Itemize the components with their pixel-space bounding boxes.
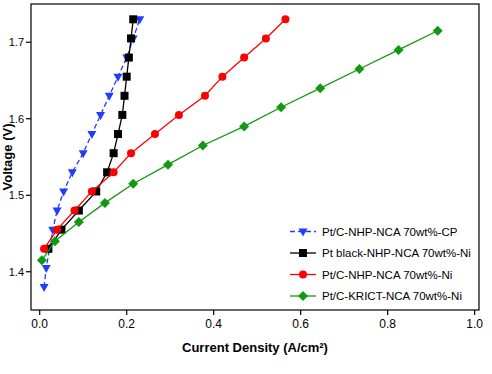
data-point <box>281 15 289 23</box>
data-point <box>110 168 118 176</box>
x-tick <box>126 310 127 315</box>
data-point <box>105 93 114 101</box>
data-point <box>151 130 159 138</box>
x-tick-label: 0.6 <box>292 317 309 331</box>
data-point <box>96 112 105 120</box>
x-tick-label: 0.2 <box>118 317 135 331</box>
legend-label: Pt black-NHP-NCA 70wt%-Ni <box>322 247 471 259</box>
data-point <box>59 188 68 196</box>
data-point <box>74 217 84 227</box>
x-tick-label: 0.8 <box>379 317 396 331</box>
data-point <box>175 111 183 119</box>
x-tick <box>39 310 40 315</box>
data-point <box>123 73 131 81</box>
x-tick-label: 0.4 <box>205 317 222 331</box>
data-point <box>118 111 126 119</box>
y-tick <box>26 42 31 43</box>
legend-label: Pt/C-NHP-NCA 70wt%-CP <box>322 226 458 238</box>
plot-frame <box>31 4 479 310</box>
x-axis-label: Current Density (A/cm²) <box>182 340 328 355</box>
data-point <box>433 26 443 36</box>
data-point <box>163 160 173 170</box>
data-point <box>125 54 133 62</box>
legend-marker <box>299 249 307 257</box>
x-tick <box>387 310 388 315</box>
data-point <box>87 131 96 139</box>
data-point <box>240 54 248 62</box>
x-tick-label: 0.0 <box>31 317 48 331</box>
series-line <box>44 19 285 249</box>
data-point <box>42 265 51 273</box>
y-tick-label: 1.6 <box>9 113 24 125</box>
data-point <box>128 179 138 189</box>
data-point <box>53 226 61 234</box>
y-tick <box>26 195 31 196</box>
data-point <box>37 255 47 265</box>
data-point <box>40 245 48 253</box>
data-point <box>315 83 325 93</box>
series-line <box>48 19 133 249</box>
y-tick <box>26 271 31 272</box>
data-point <box>201 92 209 100</box>
data-point <box>40 284 49 292</box>
data-point <box>127 149 135 157</box>
chart: 0.00.20.40.60.81.01.41.51.61.7Current De… <box>0 0 492 374</box>
legend-label: Pt/C-KRICT-NCA 70wt%-Ni <box>322 290 462 302</box>
x-tick <box>474 310 475 315</box>
data-point <box>239 121 249 131</box>
data-point <box>218 73 226 81</box>
data-point <box>88 187 96 195</box>
data-point <box>68 169 77 177</box>
data-point <box>79 150 88 158</box>
y-tick <box>26 118 31 119</box>
data-point <box>394 45 404 55</box>
data-point <box>100 198 110 208</box>
y-tick-label: 1.7 <box>9 36 24 48</box>
data-point <box>110 149 118 157</box>
legend: Pt/C-NHP-NCA 70wt%-CP Pt black-NHP-NCA 70… <box>290 226 471 303</box>
y-tick-label: 1.4 <box>9 266 24 278</box>
data-point <box>114 130 122 138</box>
series-line <box>44 19 140 287</box>
y-axis-label: Voltage (V) <box>0 124 15 191</box>
legend-label: Pt/C-NHP-NCA 70wt%-Ni <box>322 269 452 281</box>
data-point <box>354 64 364 74</box>
data-point <box>50 236 60 246</box>
data-point <box>113 74 122 82</box>
data-point <box>121 92 129 100</box>
data-point <box>262 34 270 42</box>
x-tick <box>213 310 214 315</box>
data-point <box>53 208 62 216</box>
data-point <box>129 15 137 23</box>
legend-marker <box>299 229 308 237</box>
data-point <box>127 34 135 42</box>
data-point <box>276 102 286 112</box>
x-tick-label: 1.0 <box>466 317 483 331</box>
data-point <box>198 141 208 151</box>
legend-marker <box>298 291 308 301</box>
x-tick <box>300 310 301 315</box>
legend-marker <box>299 271 307 279</box>
data-point <box>70 207 78 215</box>
